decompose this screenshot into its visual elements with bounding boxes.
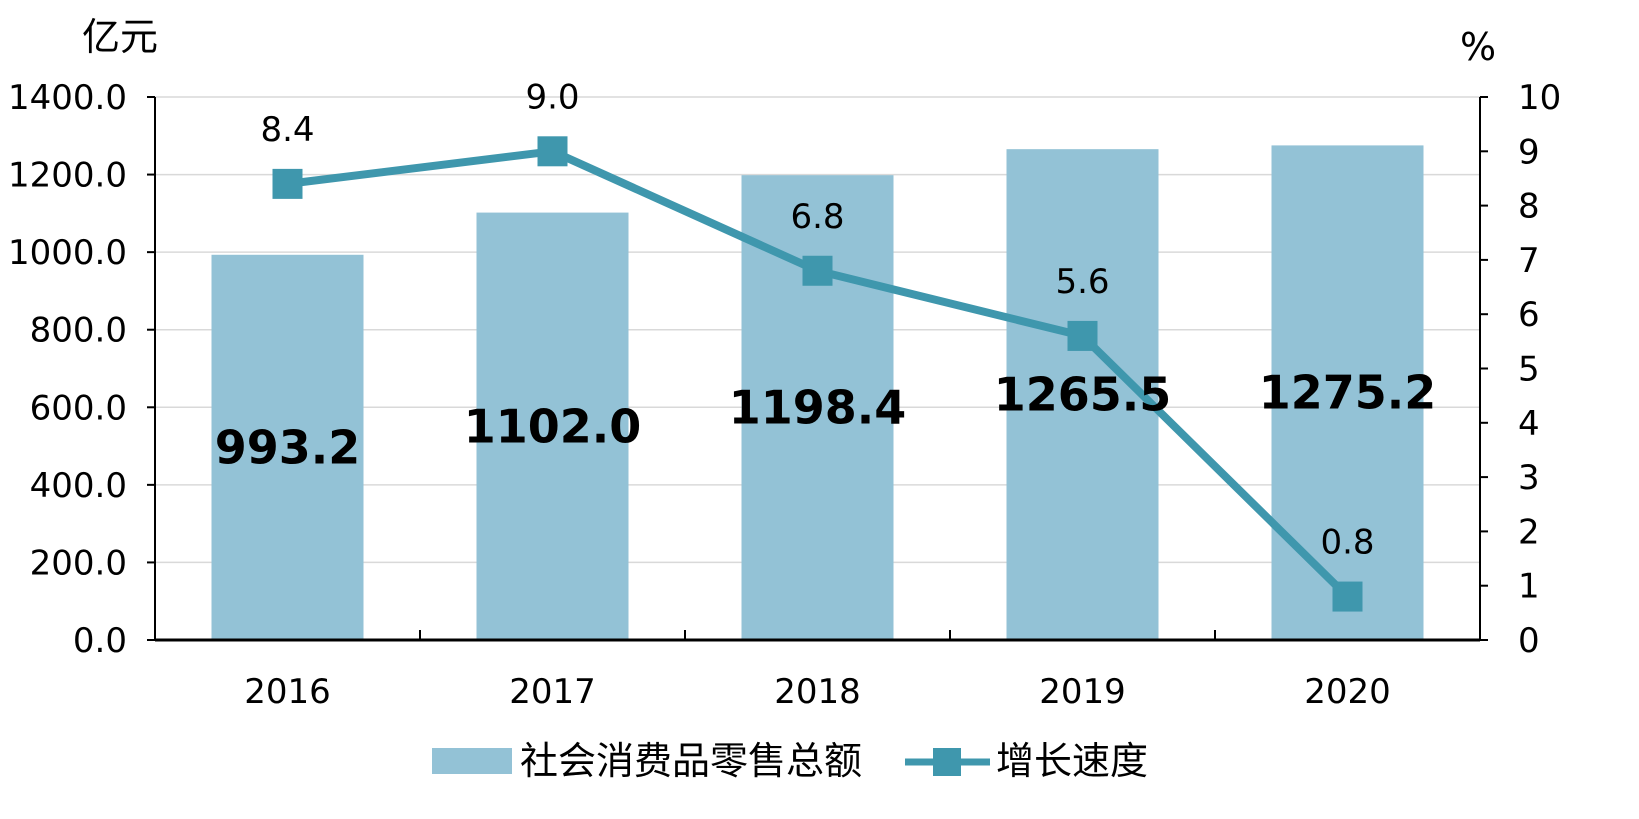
x-axis-tick-label: 2019	[1039, 672, 1126, 712]
left-axis-tick-label: 1200.0	[8, 156, 127, 196]
right-axis-unit: %	[1460, 25, 1496, 69]
x-axis-tick-label: 2016	[244, 672, 331, 712]
bar-value-label: 1265.5	[994, 368, 1172, 422]
bar	[211, 254, 364, 641]
left-axis-tick-label: 0.0	[73, 621, 127, 661]
legend-bar-swatch	[432, 748, 512, 774]
growth-value-label: 5.6	[1055, 262, 1109, 302]
growth-point	[802, 255, 833, 286]
growth-value-label: 0.8	[1320, 523, 1374, 563]
bar-value-label: 1102.0	[464, 399, 642, 453]
right-axis-tick-label: 9	[1518, 132, 1540, 172]
right-axis-tick-label: 2	[1518, 512, 1540, 552]
left-axis-tick-label: 200.0	[30, 543, 127, 583]
left-axis-unit: 亿元	[82, 15, 158, 59]
bar-value-label: 1275.2	[1259, 366, 1437, 420]
bar-value-label: 993.2	[215, 420, 361, 474]
right-axis-tick-label: 4	[1518, 404, 1540, 444]
right-axis-tick-label: 5	[1518, 350, 1540, 390]
left-axis-tick-label: 400.0	[30, 466, 127, 506]
right-axis-tick-label: 6	[1518, 295, 1540, 335]
left-axis-tick-label: 600.0	[30, 388, 127, 428]
bar	[476, 212, 629, 640]
bar	[1271, 145, 1424, 640]
growth-point	[537, 136, 568, 167]
right-axis-tick-label: 8	[1518, 187, 1540, 227]
left-axis-tick-label: 1400.0	[8, 78, 127, 118]
left-axis-tick-label: 800.0	[30, 311, 127, 351]
x-axis-tick-label: 2017	[509, 672, 596, 712]
right-axis-tick-label: 7	[1518, 241, 1540, 281]
legend: 社会消费品零售总额 增长速度	[432, 739, 1148, 783]
growth-point	[1067, 320, 1098, 351]
right-axis-tick-label: 1	[1518, 567, 1540, 607]
left-axis-tick-label: 1000.0	[8, 233, 127, 273]
growth-point	[1332, 581, 1363, 612]
right-axis-tick-label: 0	[1518, 621, 1540, 661]
growth-value-label: 8.4	[260, 110, 314, 150]
legend-line-label: 增长速度	[996, 739, 1148, 783]
legend-bar-label: 社会消费品零售总额	[520, 739, 862, 783]
x-axis-tick-label: 2020	[1304, 672, 1391, 712]
growth-value-label: 6.8	[790, 197, 844, 237]
bar	[741, 175, 894, 640]
bar	[1006, 149, 1159, 640]
x-axis-tick-label: 2018	[774, 672, 861, 712]
right-axis-tick-label: 10	[1518, 78, 1561, 118]
growth-value-label: 9.0	[525, 77, 579, 117]
growth-point	[272, 168, 303, 199]
legend-line-marker	[933, 748, 961, 776]
right-axis-tick-label: 3	[1518, 458, 1540, 498]
bar-value-label: 1198.4	[729, 381, 907, 435]
